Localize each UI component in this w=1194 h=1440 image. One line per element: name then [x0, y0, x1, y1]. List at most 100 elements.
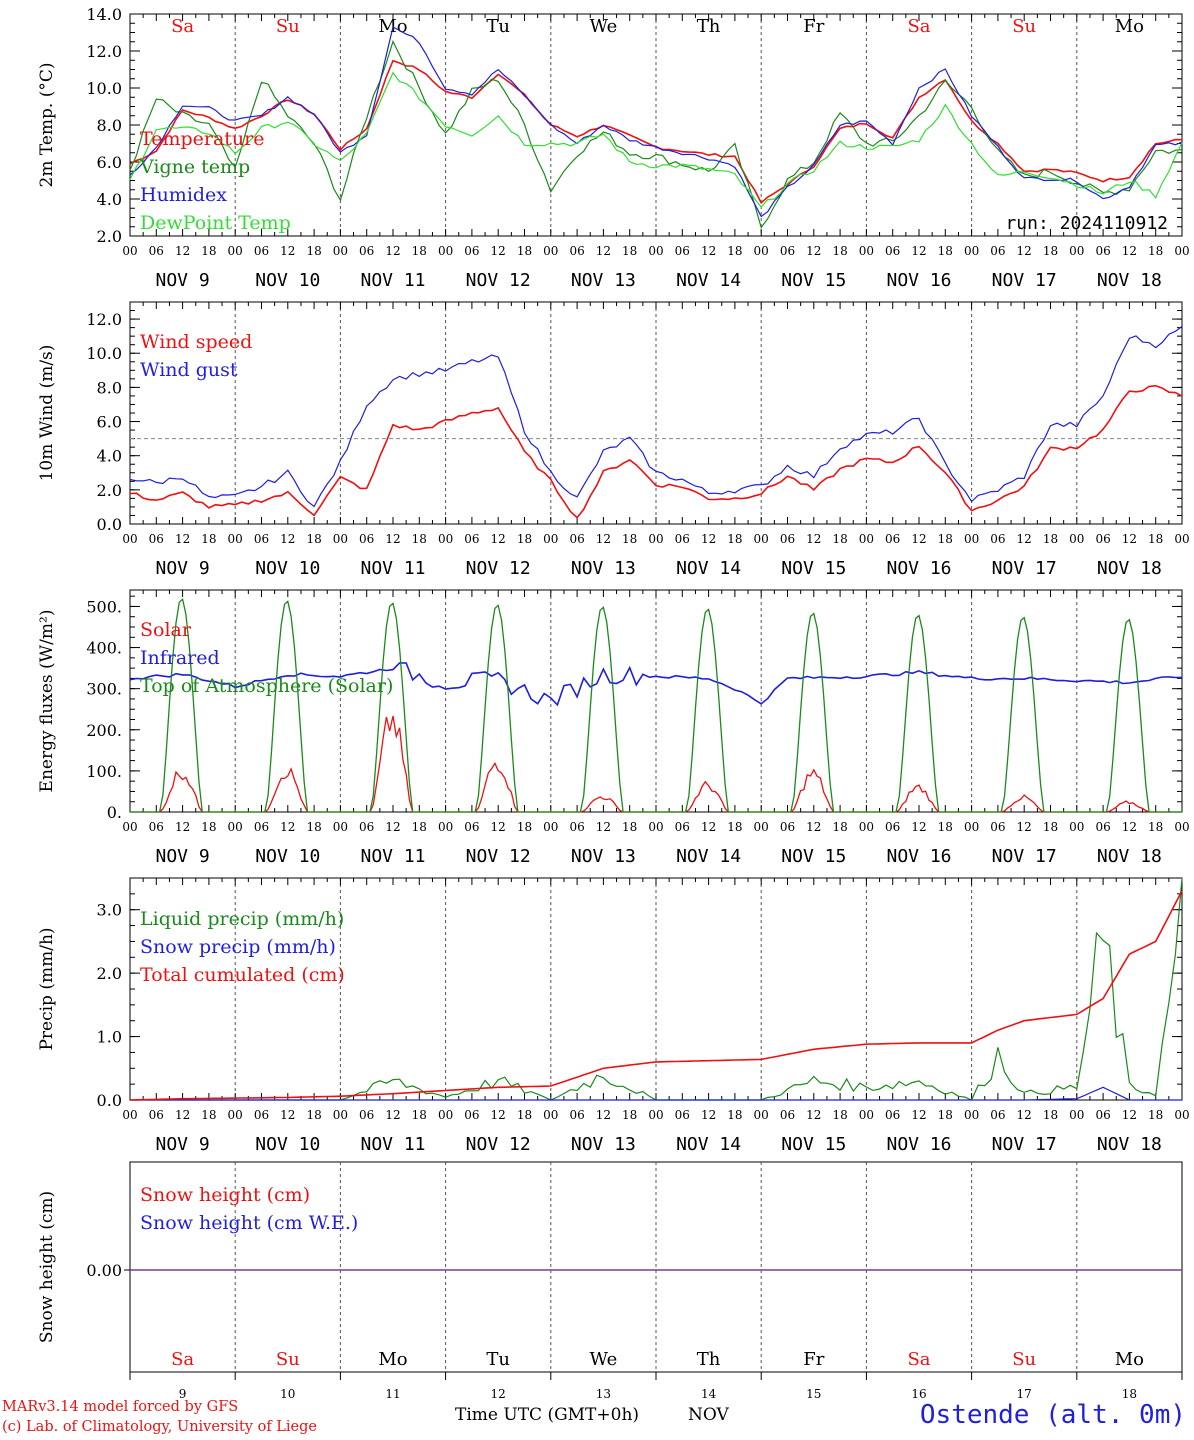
hour-tick-label: 06 [990, 244, 1005, 258]
day-label: NOV 10 [255, 558, 320, 579]
hour-tick-label: 12 [491, 244, 506, 258]
legend-entry: Snow height (cm W.E.) [140, 1212, 358, 1234]
hour-tick-label: 12 [596, 1108, 611, 1122]
day-label: NOV 15 [781, 846, 846, 867]
day-label: NOV 9 [156, 558, 210, 579]
weekday-label: Tu [486, 16, 510, 37]
hour-tick-label: 12 [596, 820, 611, 834]
hour-tick-label: 00 [648, 1108, 663, 1122]
hour-tick-label: 18 [1043, 820, 1058, 834]
day-number-label: 14 [701, 1387, 717, 1401]
y-tick-label: 8.0 [97, 116, 122, 135]
y-tick-label: 14.0 [86, 5, 122, 24]
credit-line-2: (c) Lab. of Climatology, University of L… [2, 1419, 317, 1435]
hour-tick-label: 12 [1017, 1108, 1032, 1122]
hour-tick-label: 00 [122, 532, 137, 546]
day-label: NOV 9 [156, 1134, 210, 1155]
hour-tick-label: 12 [1122, 532, 1137, 546]
series-wind-speed-line [129, 384, 1183, 519]
hour-tick-label: 00 [859, 1108, 874, 1122]
hour-tick-label: 06 [254, 820, 269, 834]
weekday-label: Sa [907, 16, 930, 37]
hour-tick-label: 06 [464, 244, 479, 258]
hour-tick-label: 18 [727, 244, 742, 258]
hour-tick-label: 12 [491, 820, 506, 834]
hour-tick-label: 06 [149, 820, 164, 834]
day-label: NOV 10 [255, 270, 320, 291]
weekday-label: We [590, 16, 618, 37]
hour-tick-label: 12 [1122, 1108, 1137, 1122]
hour-tick-label: 00 [1069, 1108, 1084, 1122]
hour-tick-label: 18 [412, 1108, 427, 1122]
day-label: NOV 12 [466, 1134, 531, 1155]
credit-line-1: MARv3.14 model forced by GFS [2, 1399, 239, 1415]
legend-entry: Total cumulated (cm) [140, 964, 345, 986]
hour-tick-label: 00 [964, 820, 979, 834]
y-tick-label: 4.0 [97, 190, 122, 209]
hour-tick-label: 18 [832, 244, 847, 258]
hour-tick-label: 18 [622, 532, 637, 546]
weekday-label: Mo [1115, 16, 1144, 37]
day-label: NOV 18 [1097, 270, 1162, 291]
day-label: NOV 11 [360, 1134, 425, 1155]
weekday-label: Su [1012, 16, 1036, 37]
hour-tick-label: 00 [859, 532, 874, 546]
y-tick-label: 10.0 [86, 344, 122, 363]
hour-tick-label: 00 [333, 244, 348, 258]
hour-tick-label: 12 [911, 1108, 926, 1122]
hour-tick-label: 06 [885, 820, 900, 834]
hour-tick-label: 18 [306, 1108, 321, 1122]
hour-tick-label: 06 [1095, 1108, 1110, 1122]
hour-tick-label: 06 [464, 820, 479, 834]
hour-tick-label: 12 [806, 532, 821, 546]
hour-tick-label: 12 [911, 532, 926, 546]
panel-1: 00 06 12 18 00 06 12 18 00 06 12 18 00 06 12 18 00 06 12 18… [37, 5, 1190, 291]
hour-tick-label: 06 [149, 244, 164, 258]
hour-tick-label: 12 [1122, 244, 1137, 258]
hour-tick-label: 00 [228, 820, 243, 834]
day-label: NOV 13 [571, 270, 636, 291]
y-tick-label: 500. [86, 597, 122, 616]
y-axis-title: Snow height (cm) [37, 1191, 57, 1343]
hour-tick-label: 18 [412, 820, 427, 834]
y-tick-label: 0. [107, 803, 122, 822]
legend-entry: Liquid precip (mm/h) [140, 908, 344, 930]
y-tick-label: 2.0 [97, 227, 122, 246]
day-label: NOV 13 [571, 558, 636, 579]
hour-tick-label: 06 [885, 1108, 900, 1122]
hour-tick-label: 00 [122, 244, 137, 258]
weekday-label: Su [276, 1349, 300, 1370]
y-axis-title: Precip (mm/h) [37, 927, 57, 1050]
hour-tick-label: 18 [727, 820, 742, 834]
hour-tick-label: 18 [1043, 532, 1058, 546]
hour-tick-label: 00 [648, 244, 663, 258]
y-tick-label: 3.0 [97, 901, 122, 920]
day-label: NOV 10 [255, 846, 320, 867]
hour-tick-label: 18 [832, 532, 847, 546]
day-label: NOV 11 [360, 558, 425, 579]
hour-tick-label: 00 [1174, 1108, 1189, 1122]
y-tick-label: 12.0 [86, 310, 122, 329]
hour-tick-label: 18 [622, 244, 637, 258]
hour-tick-label: 18 [832, 820, 847, 834]
y-tick-label: 2.0 [97, 481, 122, 500]
hour-tick-label: 00 [543, 820, 558, 834]
legend-entry: Temperature [140, 128, 264, 150]
hour-tick-label: 06 [990, 820, 1005, 834]
legend-entry: Snow precip (mm/h) [140, 936, 336, 958]
weekday-label: Mo [378, 1349, 407, 1370]
hour-tick-label: 12 [701, 820, 716, 834]
y-tick-label: 6.0 [97, 153, 122, 172]
hour-tick-label: 18 [622, 820, 637, 834]
time-axis-title: Time UTC (GMT+0h) [455, 1405, 640, 1425]
hour-tick-label: 06 [359, 1108, 374, 1122]
hour-tick-label: 18 [201, 244, 216, 258]
hour-tick-label: 00 [648, 820, 663, 834]
hour-tick-label: 06 [780, 244, 795, 258]
hour-tick-label: 18 [938, 1108, 953, 1122]
y-tick-label: 12.0 [86, 42, 122, 61]
hour-tick-label: 06 [149, 532, 164, 546]
y-axis-title: 2m Temp. (°C) [37, 62, 57, 187]
station-name: Ostende (alt. 0m) [919, 1400, 1186, 1430]
hour-tick-label: 06 [1095, 820, 1110, 834]
